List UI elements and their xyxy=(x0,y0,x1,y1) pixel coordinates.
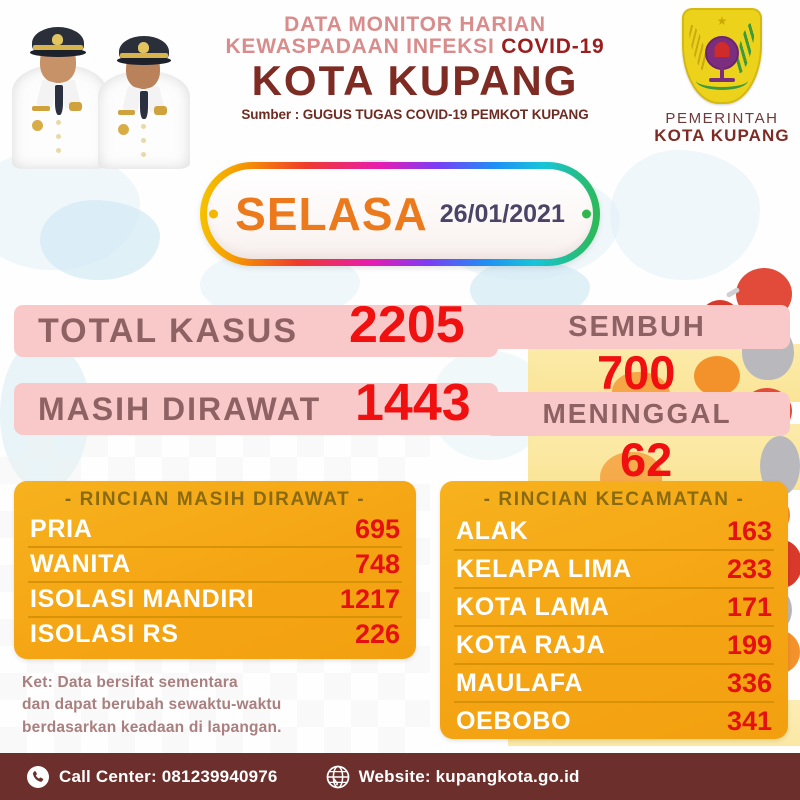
stat-total-kasus: TOTAL KASUS xyxy=(14,305,498,357)
stat-total-kasus-label: TOTAL KASUS xyxy=(38,311,299,350)
stat-meninggal: MENINGGAL xyxy=(484,392,790,436)
header-titles: DATA MONITOR HARIAN KEWASPADAAN INFEKSI … xyxy=(195,13,635,123)
title-line-1: DATA MONITOR HARIAN xyxy=(284,13,546,36)
phone-icon xyxy=(27,765,49,788)
source-line: Sumber : GUGUS TUGAS COVID-19 PEMKOT KUP… xyxy=(241,107,589,123)
emblem-inner-icon xyxy=(714,42,730,57)
row-label: KOTA LAMA xyxy=(456,592,610,621)
table-row: KELAPA LIMA 233 xyxy=(454,551,774,589)
disclaimer-note: Ket: Data bersifat sementara dan dapat b… xyxy=(22,672,402,739)
table-row: OEBOBO 341 xyxy=(454,703,774,739)
emblem-arc xyxy=(696,71,748,90)
row-label: KOTA RAJA xyxy=(456,630,606,659)
date-value: 26/01/2021 xyxy=(439,199,565,228)
emblem-label-line-2: KOTA KUPANG xyxy=(654,126,790,145)
row-label: ISOLASI RS xyxy=(30,620,179,648)
card-rincian-masih-dirawat: - RINCIAN MASIH DIRAWAT - PRIA 695 WANIT… xyxy=(14,481,416,659)
title-line-2-text: KEWASPADAAN INFEKSI xyxy=(225,35,502,59)
stat-total-kasus-value: 2205 xyxy=(349,296,465,354)
date-banner: SELASA 26/01/2021 xyxy=(200,162,600,266)
table-row: WANITA 748 xyxy=(28,548,402,583)
row-value: 748 xyxy=(354,549,400,579)
website-text: Website: kupangkota.go.id xyxy=(358,766,580,786)
row-value: 336 xyxy=(726,667,772,698)
table-row: KOTA LAMA 171 xyxy=(454,589,774,627)
website-item[interactable]: Website: kupangkota.go.id xyxy=(326,765,580,789)
footer-bar: Call Center: 081239940976 Website: kupan… xyxy=(0,753,800,800)
covid19-highlight: COVID-19 xyxy=(501,35,605,59)
stat-meninggal-label: MENINGGAL xyxy=(542,398,732,429)
note-line-3: berdasarkan keadaan di lapangan. xyxy=(22,718,282,736)
row-label: MAULAFA xyxy=(456,668,584,697)
call-center-text: Call Center: 081239940976 xyxy=(59,766,278,786)
stat-meninggal-value: 62 xyxy=(620,433,673,486)
row-label: KELAPA LIMA xyxy=(456,554,632,583)
row-value: 171 xyxy=(726,591,772,622)
shield-icon: ★ xyxy=(682,8,762,104)
row-label: PRIA xyxy=(30,515,93,543)
dot-left-icon xyxy=(209,209,218,219)
row-value: 233 xyxy=(726,553,772,584)
government-emblem: ★ PEMERINTAH KOTA KUPANG xyxy=(652,8,792,146)
row-label: ALAK xyxy=(456,516,529,545)
row-value: 1217 xyxy=(339,584,400,614)
officials-photo xyxy=(6,4,196,169)
row-value: 163 xyxy=(726,515,772,546)
table-row: MAULAFA 336 xyxy=(454,665,774,703)
day-name: SELASA xyxy=(235,188,428,240)
table-row: PRIA 695 xyxy=(28,513,402,548)
dot-right-icon xyxy=(582,209,591,219)
globe-icon xyxy=(326,765,349,788)
emblem-label-line-1: PEMERINTAH xyxy=(665,110,779,127)
title-line-2: KEWASPADAAN INFEKSI COVID-19 xyxy=(195,36,635,58)
row-label: WANITA xyxy=(30,550,131,578)
table-row: ISOLASI RS 226 xyxy=(28,618,402,651)
note-line-2: dan dapat berubah sewaktu-waktu xyxy=(22,696,282,714)
stat-sembuh-value: 700 xyxy=(597,346,676,399)
table-row: ALAK 163 xyxy=(454,513,774,551)
call-center-item[interactable]: Call Center: 081239940976 xyxy=(26,765,278,789)
row-value: 341 xyxy=(726,705,772,736)
card-dirawat-heading: - RINCIAN MASIH DIRAWAT - xyxy=(64,489,366,510)
stat-sembuh-label: SEMBUH xyxy=(568,310,706,343)
date-banner-inner: SELASA 26/01/2021 xyxy=(207,169,593,259)
row-value: 226 xyxy=(354,619,400,649)
row-label: OEBOBO xyxy=(456,706,572,735)
table-row: KOTA RAJA 199 xyxy=(454,627,774,665)
row-label: ISOLASI MANDIRI xyxy=(30,585,255,613)
note-line-1: Ket: Data bersifat sementara xyxy=(22,674,238,691)
stat-masih-dirawat-value: 1443 xyxy=(355,374,471,432)
stat-sembuh: SEMBUH xyxy=(484,305,790,349)
row-value: 695 xyxy=(354,514,400,544)
stat-masih-dirawat: MASIH DIRAWAT xyxy=(14,383,498,435)
table-row: ISOLASI MANDIRI 1217 xyxy=(28,583,402,618)
card-kecamatan-heading: - RINCIAN KECAMATAN - xyxy=(483,489,745,510)
star-icon: ★ xyxy=(716,14,728,28)
page-title: KOTA KUPANG xyxy=(251,57,579,105)
card-rincian-kecamatan: - RINCIAN KECAMATAN - ALAK 163 KELAPA LI… xyxy=(440,481,788,739)
stat-masih-dirawat-label: MASIH DIRAWAT xyxy=(38,390,322,427)
row-value: 199 xyxy=(726,629,772,660)
